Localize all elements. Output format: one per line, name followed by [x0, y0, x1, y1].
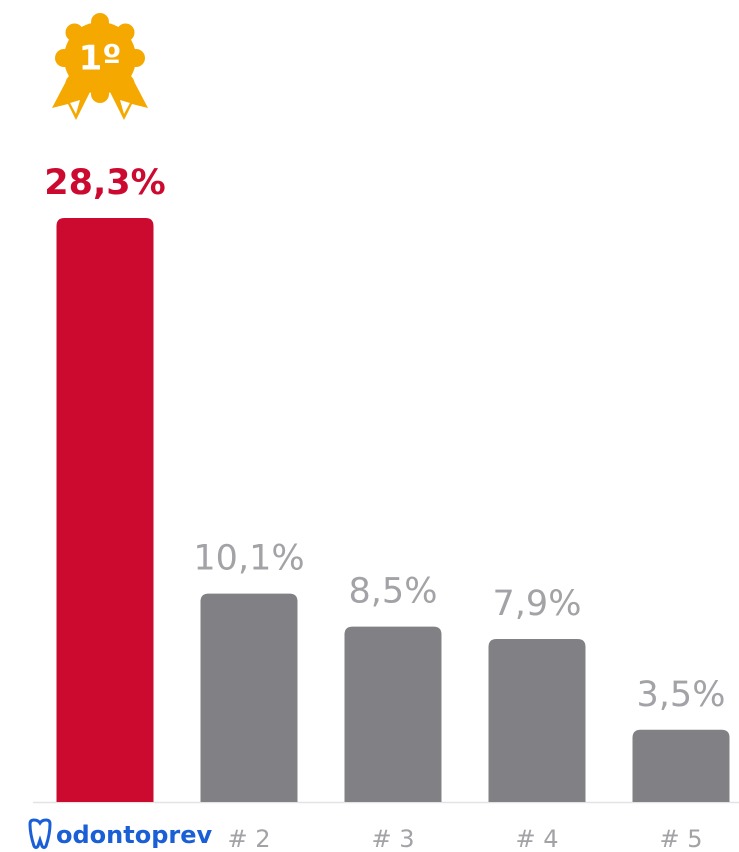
rosette: [55, 13, 145, 103]
x-tick-label: # 5: [659, 825, 702, 852]
bar: [488, 638, 586, 802]
value-label: 3,5%: [637, 675, 726, 715]
x-tick-label: odontoprev: [56, 821, 212, 849]
bar: [200, 593, 298, 802]
logo-icon: [28, 818, 52, 849]
badge-label: 1º: [79, 39, 122, 79]
value-label: 8,5%: [349, 572, 438, 612]
bar: [632, 729, 730, 802]
value-label: 28,3%: [44, 163, 165, 203]
badge: 1º: [52, 13, 148, 120]
value-label: 7,9%: [493, 584, 582, 624]
x-tick-label: # 2: [227, 825, 270, 852]
bar: [56, 218, 154, 802]
value-label: 10,1%: [193, 539, 304, 579]
bar: [344, 626, 442, 802]
ribbon-notch: [70, 100, 130, 114]
x-tick-label: # 3: [371, 825, 414, 852]
x-tick-label: # 4: [515, 825, 558, 852]
